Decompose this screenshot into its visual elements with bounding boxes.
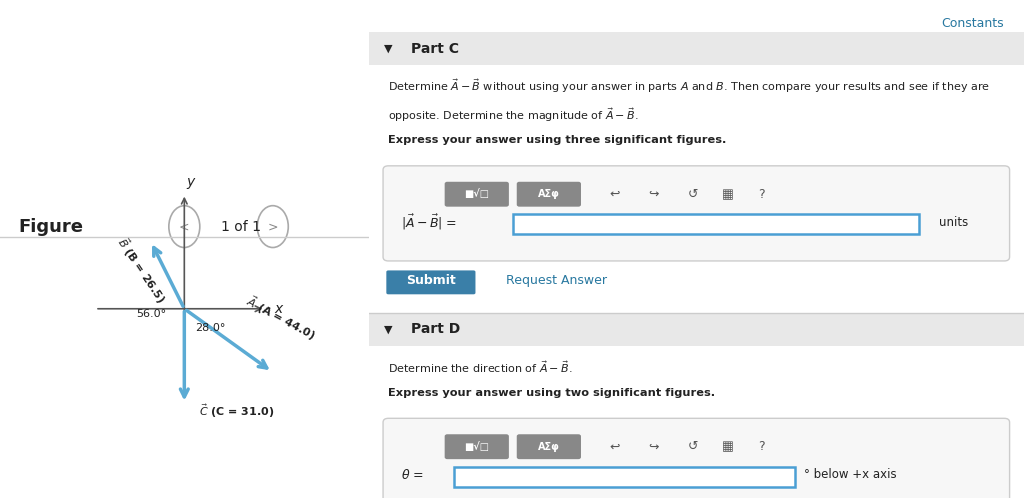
Text: Submit: Submit — [407, 274, 456, 287]
Text: 1 of 1: 1 of 1 — [221, 220, 261, 234]
Text: 28.0°: 28.0° — [195, 323, 225, 333]
FancyBboxPatch shape — [369, 32, 1024, 65]
Text: $|\vec{A} - \vec{B}|$ =: $|\vec{A} - \vec{B}|$ = — [401, 213, 458, 232]
Text: AΣφ: AΣφ — [538, 189, 560, 199]
Text: ▦: ▦ — [722, 188, 733, 201]
FancyBboxPatch shape — [444, 434, 509, 459]
Text: Express your answer using two significant figures.: Express your answer using two significan… — [388, 388, 716, 398]
Text: AΣφ: AΣφ — [538, 442, 560, 452]
Text: ↪: ↪ — [648, 440, 659, 453]
Text: Determine the direction of $\vec{A} - \vec{B}$.: Determine the direction of $\vec{A} - \v… — [388, 360, 572, 375]
Text: y: y — [186, 175, 196, 189]
Text: Determine $\vec{A} - \vec{B}$ without using your answer in parts $A$ and $B$. Th: Determine $\vec{A} - \vec{B}$ without us… — [388, 77, 990, 95]
Text: Figure: Figure — [18, 218, 83, 236]
FancyBboxPatch shape — [444, 182, 509, 207]
Text: opposite. Determine the magnitude of $\vec{A} - \vec{B}$.: opposite. Determine the magnitude of $\v… — [388, 106, 639, 124]
Text: ↩: ↩ — [609, 440, 620, 453]
Text: ↩: ↩ — [609, 188, 620, 201]
Text: ↺: ↺ — [688, 440, 698, 453]
FancyBboxPatch shape — [517, 182, 581, 207]
Text: ■√□: ■√□ — [464, 189, 489, 199]
FancyBboxPatch shape — [517, 434, 581, 459]
Text: ↺: ↺ — [688, 188, 698, 201]
Text: ▼: ▼ — [384, 43, 392, 54]
Text: $\theta$ =: $\theta$ = — [401, 468, 424, 482]
Text: ° below +x axis: ° below +x axis — [805, 468, 897, 481]
Text: 56.0°: 56.0° — [136, 309, 166, 319]
Text: x: x — [274, 302, 283, 316]
Text: <: < — [179, 220, 189, 233]
Text: ■√□: ■√□ — [464, 442, 489, 452]
FancyBboxPatch shape — [383, 166, 1010, 261]
Text: >: > — [267, 220, 279, 233]
FancyBboxPatch shape — [386, 270, 475, 294]
FancyBboxPatch shape — [383, 418, 1010, 498]
Text: ▦: ▦ — [722, 440, 733, 453]
Text: ?: ? — [759, 440, 765, 453]
Text: ?: ? — [759, 188, 765, 201]
Text: units: units — [939, 216, 968, 229]
Text: Constants: Constants — [942, 17, 1005, 30]
Text: ▼: ▼ — [384, 324, 392, 335]
FancyBboxPatch shape — [513, 214, 920, 234]
Text: $\vec{A}$ (A = 44.0): $\vec{A}$ (A = 44.0) — [243, 292, 318, 344]
Text: $\vec{B}$ (B = 26.5): $\vec{B}$ (B = 26.5) — [114, 234, 170, 307]
Text: ↪: ↪ — [648, 188, 659, 201]
FancyBboxPatch shape — [369, 313, 1024, 346]
Text: Part D: Part D — [412, 322, 461, 337]
Text: $\vec{C}$ (C = 31.0): $\vec{C}$ (C = 31.0) — [199, 402, 274, 420]
FancyBboxPatch shape — [454, 467, 795, 487]
Text: Part C: Part C — [412, 41, 459, 56]
Text: Express your answer using three significant figures.: Express your answer using three signific… — [388, 135, 727, 145]
Text: Request Answer: Request Answer — [506, 274, 607, 287]
